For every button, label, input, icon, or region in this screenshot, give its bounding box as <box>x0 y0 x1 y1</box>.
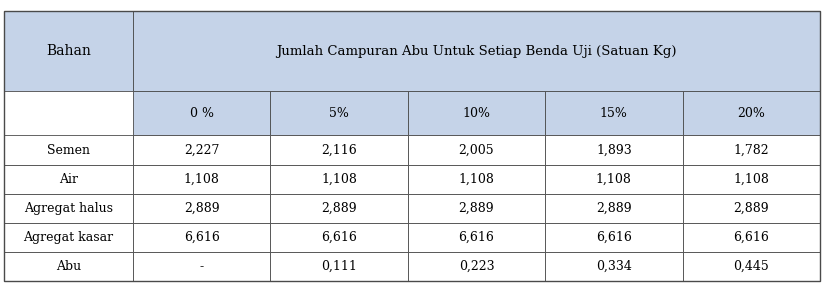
Text: 0 %: 0 % <box>190 107 213 120</box>
Bar <box>133 223 270 252</box>
Bar <box>133 91 270 135</box>
Bar <box>408 223 545 252</box>
Bar <box>4 165 133 194</box>
Bar <box>4 11 133 91</box>
Bar <box>270 135 408 165</box>
Bar <box>270 223 408 252</box>
Text: 0,445: 0,445 <box>733 260 769 273</box>
Bar <box>133 194 270 223</box>
Bar <box>682 252 820 281</box>
Bar <box>682 223 820 252</box>
Bar <box>682 194 820 223</box>
Text: 1,108: 1,108 <box>733 173 769 186</box>
Text: 1,893: 1,893 <box>596 143 632 156</box>
Bar <box>133 11 820 91</box>
Bar <box>545 91 682 135</box>
Bar <box>682 135 820 165</box>
Bar <box>682 91 820 135</box>
Text: 6,616: 6,616 <box>321 231 357 244</box>
Bar <box>133 135 270 165</box>
Bar <box>545 165 682 194</box>
Text: 6,616: 6,616 <box>596 231 632 244</box>
Bar <box>270 252 408 281</box>
Bar <box>408 165 545 194</box>
Text: Abu: Abu <box>56 260 81 273</box>
Bar <box>408 91 545 135</box>
Text: 2,227: 2,227 <box>184 143 219 156</box>
Text: 2,889: 2,889 <box>596 202 632 215</box>
Text: Jumlah Campuran Abu Untuk Setiap Benda Uji (Satuan Kg): Jumlah Campuran Abu Untuk Setiap Benda U… <box>276 45 677 58</box>
Bar <box>545 223 682 252</box>
Text: 2,116: 2,116 <box>321 143 357 156</box>
Text: 1,782: 1,782 <box>733 143 769 156</box>
Bar <box>4 135 133 165</box>
Bar <box>408 194 545 223</box>
Text: 0,334: 0,334 <box>596 260 632 273</box>
Text: Semen: Semen <box>47 143 90 156</box>
Text: 2,889: 2,889 <box>733 202 769 215</box>
Bar <box>270 91 408 135</box>
Text: 6,616: 6,616 <box>458 231 494 244</box>
Text: 5%: 5% <box>329 107 349 120</box>
Bar <box>270 165 408 194</box>
Text: 2,005: 2,005 <box>459 143 494 156</box>
Text: Bahan: Bahan <box>46 44 91 58</box>
Bar <box>545 194 682 223</box>
Bar <box>545 135 682 165</box>
Text: 1,108: 1,108 <box>184 173 220 186</box>
Text: 15%: 15% <box>600 107 628 120</box>
Bar <box>682 165 820 194</box>
Text: 0,223: 0,223 <box>459 260 494 273</box>
Bar <box>133 165 270 194</box>
Text: Agregat kasar: Agregat kasar <box>24 231 114 244</box>
Text: Air: Air <box>59 173 78 186</box>
Bar <box>4 252 133 281</box>
Text: 2,889: 2,889 <box>184 202 219 215</box>
Text: -: - <box>199 260 204 273</box>
Text: 0,111: 0,111 <box>321 260 357 273</box>
Text: 10%: 10% <box>462 107 490 120</box>
Bar <box>270 194 408 223</box>
Text: 2,889: 2,889 <box>459 202 494 215</box>
Text: Agregat halus: Agregat halus <box>24 202 113 215</box>
Bar <box>133 252 270 281</box>
Bar <box>4 223 133 252</box>
Text: 6,616: 6,616 <box>184 231 220 244</box>
Bar <box>4 194 133 223</box>
Text: 2,889: 2,889 <box>321 202 357 215</box>
Text: 1,108: 1,108 <box>596 173 632 186</box>
Text: 20%: 20% <box>737 107 765 120</box>
Text: 1,108: 1,108 <box>321 173 357 186</box>
Bar <box>408 252 545 281</box>
Text: 1,108: 1,108 <box>458 173 494 186</box>
Bar <box>408 135 545 165</box>
Bar <box>545 252 682 281</box>
Text: 6,616: 6,616 <box>733 231 769 244</box>
